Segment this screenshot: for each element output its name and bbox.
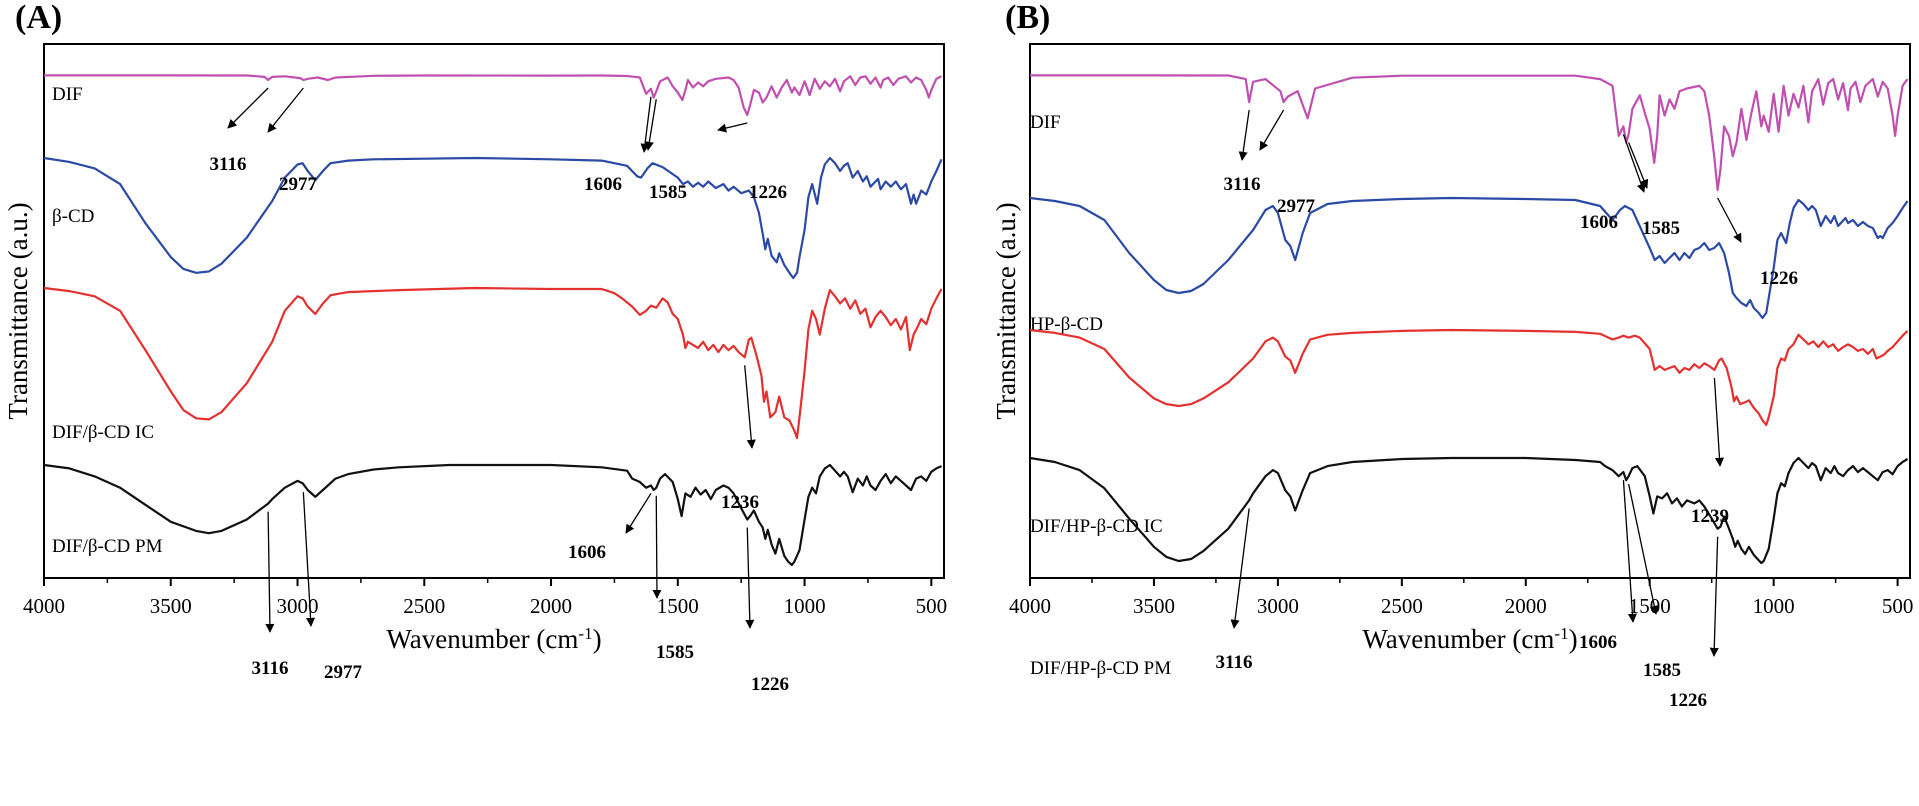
annotation-arrow bbox=[1230, 508, 1250, 629]
x-tick-label: 3500 bbox=[150, 594, 192, 618]
panel-a: (A) 4000 3500 3000 2500 2000 1500 1000 500 Wavenu… bbox=[3, 0, 947, 695]
annotation-label: 3116 bbox=[252, 658, 289, 679]
x-tick-label: 2500 bbox=[1381, 594, 1423, 618]
annotation-arrow bbox=[1628, 484, 1659, 615]
annotation-arrow bbox=[1717, 197, 1742, 243]
x-tick-label: 2000 bbox=[530, 594, 572, 618]
x-tick-label: 500 bbox=[1882, 594, 1914, 618]
annotation-arrow bbox=[1238, 109, 1250, 161]
x-tick-label: 1500 bbox=[657, 594, 699, 618]
annotation-label: 3116 bbox=[1216, 652, 1253, 673]
y-axis-title: Transmittance (a.u.) bbox=[991, 202, 1021, 419]
annotation-arrow bbox=[1709, 536, 1719, 657]
annotation-arrow bbox=[652, 495, 662, 599]
plot-frame bbox=[43, 43, 945, 579]
annotation-arrow bbox=[625, 493, 652, 534]
annotation-arrow bbox=[1713, 377, 1725, 467]
x-tick-label: 4000 bbox=[23, 594, 65, 618]
plot-frame bbox=[1029, 43, 1911, 579]
series-line bbox=[44, 74, 942, 117]
x-tick-label: 1000 bbox=[1753, 594, 1795, 618]
annotation-arrow bbox=[1259, 109, 1285, 151]
annotation-label: 1606 bbox=[1580, 212, 1618, 233]
annotation-label: 3116 bbox=[210, 154, 247, 175]
panel-letter: (A) bbox=[15, 0, 62, 36]
series-label: DIF/HP-β-CD IC bbox=[1030, 516, 1163, 537]
annotation-label: 1226 bbox=[751, 674, 789, 695]
x-tick-label: 3000 bbox=[277, 594, 319, 618]
annotation-arrow bbox=[1622, 480, 1637, 623]
annotation-label: 1585 bbox=[656, 642, 694, 663]
x-axis-title: Wavenumber (cm-1) bbox=[1362, 624, 1577, 655]
annotation-label: 2977 bbox=[279, 174, 318, 195]
annotation-label: 3116 bbox=[1224, 174, 1261, 195]
x-axis-title: Wavenumber (cm-1) bbox=[386, 624, 601, 655]
annotation-arrow bbox=[302, 492, 316, 627]
series-label: HP-β-CD bbox=[1030, 314, 1103, 335]
annotation-arrow bbox=[644, 99, 657, 151]
series-label: DIF bbox=[52, 84, 83, 105]
series-line bbox=[1030, 74, 1909, 192]
annotation-label: 1606 bbox=[1579, 632, 1617, 653]
annotation-arrow bbox=[267, 87, 304, 133]
series-line bbox=[43, 463, 942, 567]
panel-b: (B) 4000 3500 3000 2500 2000 1500 1000 500 Wavenu… bbox=[991, 0, 1913, 711]
annotation-label: 1236 bbox=[721, 492, 759, 513]
series-line bbox=[43, 156, 943, 280]
annotation-label: 2977 bbox=[1277, 196, 1316, 217]
series-line bbox=[43, 286, 943, 440]
series-label: β-CD bbox=[52, 206, 94, 227]
series-label: DIF/HP-β-CD PM bbox=[1030, 658, 1171, 679]
annotation-label: 1606 bbox=[568, 542, 606, 563]
x-tick-label: 3500 bbox=[1133, 594, 1175, 618]
annotation-arrow bbox=[717, 122, 748, 133]
annotation-label: 1239 bbox=[1691, 506, 1729, 527]
x-tick-label: 4000 bbox=[1009, 594, 1051, 618]
annotation-label: 1606 bbox=[584, 174, 622, 195]
series-line bbox=[1029, 456, 1909, 565]
x-tick-label: 2500 bbox=[403, 594, 445, 618]
x-tick-label: 2000 bbox=[1505, 594, 1547, 618]
x-tick-label: 500 bbox=[916, 594, 948, 618]
series-line bbox=[1029, 328, 1909, 427]
annotation-arrow bbox=[744, 365, 756, 449]
x-tick-label: 1000 bbox=[784, 594, 826, 618]
annotation-arrow bbox=[227, 87, 269, 129]
y-axis-title: Transmittance (a.u.) bbox=[3, 202, 33, 419]
panel-letter: (B) bbox=[1005, 0, 1050, 36]
x-tick-label: 1500 bbox=[1629, 594, 1671, 618]
annotation-label: 1585 bbox=[649, 182, 687, 203]
annotation-label: 1585 bbox=[1643, 660, 1681, 681]
annotation-label: 1585 bbox=[1642, 218, 1680, 239]
series-line bbox=[1029, 196, 1909, 320]
annotation-label: 1226 bbox=[1669, 690, 1707, 711]
annotation-label: 1226 bbox=[1760, 268, 1798, 289]
series-label: DIF bbox=[1030, 112, 1061, 133]
x-tick-label: 3000 bbox=[1257, 594, 1299, 618]
series-label: DIF/β-CD IC bbox=[52, 422, 154, 443]
annotation-label: 1226 bbox=[749, 182, 787, 203]
series-label: DIF/β-CD PM bbox=[52, 536, 163, 557]
annotation-arrow bbox=[1622, 134, 1646, 193]
annotation-label: 2977 bbox=[324, 662, 363, 683]
annotation-arrow bbox=[1628, 142, 1649, 189]
annotation-arrow bbox=[745, 527, 755, 629]
annotation-arrow bbox=[640, 96, 652, 153]
annotation-arrow bbox=[265, 511, 275, 633]
